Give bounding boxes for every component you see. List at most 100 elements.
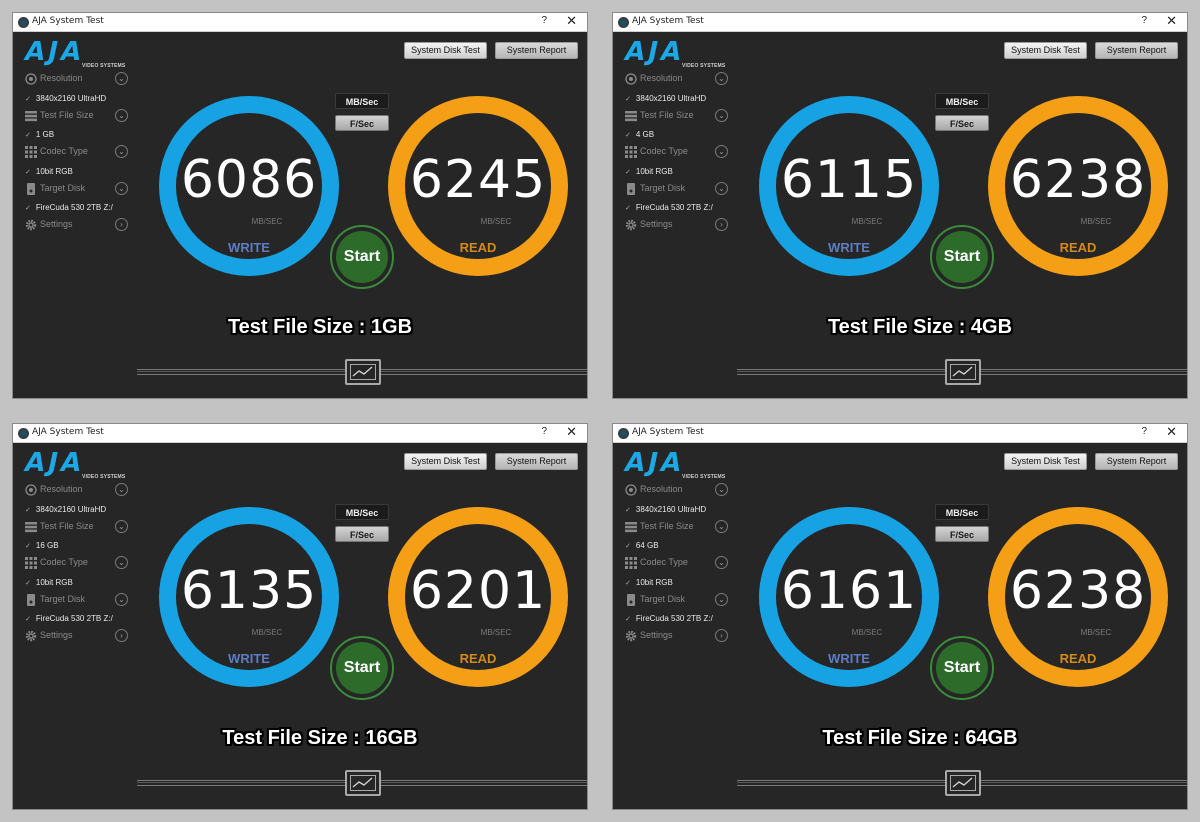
write-label: WRITE [228, 240, 270, 255]
sidebar-item-target-disk[interactable]: Target Disk ⌄ [625, 592, 730, 608]
chevron-down-icon[interactable]: ⌄ [115, 556, 128, 569]
frames-per-sec-button[interactable]: F/Sec [935, 526, 989, 542]
mb-per-sec-button[interactable]: MB/Sec [335, 504, 389, 520]
graph-button[interactable] [945, 770, 981, 796]
write-speed-value: 6135 [180, 561, 318, 621]
sidebar-item-codec[interactable]: Codec Type ⌄ [25, 555, 130, 571]
sidebar-item-codec[interactable]: Codec Type ⌄ [625, 555, 730, 571]
chevron-down-icon[interactable]: ⌄ [715, 483, 728, 496]
test-file-size-caption: Test File Size : 16GB [222, 727, 418, 749]
help-button[interactable]: ? [541, 426, 547, 437]
mb-per-sec-button[interactable]: MB/Sec [335, 93, 389, 109]
aja-window: AJA System Test ? ✕ AJA VIDEO SYSTEMS Sy… [12, 12, 588, 399]
logo-text: AJA [21, 448, 88, 478]
help-button[interactable]: ? [541, 15, 547, 26]
frames-per-sec-button[interactable]: F/Sec [935, 115, 989, 131]
chevron-down-icon[interactable]: ⌄ [115, 483, 128, 496]
target-disk-value-text: FireCuda 530 2TB Z:/ [635, 203, 713, 212]
mb-per-sec-button[interactable]: MB/Sec [935, 93, 989, 109]
close-button[interactable]: ✕ [566, 13, 577, 28]
system-disk-test-button[interactable]: System Disk Test [404, 453, 487, 470]
sidebar-item-settings[interactable]: Settings › [625, 628, 730, 644]
mb-per-sec-button[interactable]: MB/Sec [935, 504, 989, 520]
check-icon: ✓ [25, 205, 31, 212]
logo-text: AJA [621, 37, 688, 67]
sidebar-item-file-size[interactable]: Test File Size ⌄ [25, 108, 130, 124]
chevron-right-icon[interactable]: › [715, 629, 728, 642]
sidebar-item-label: Codec Type [40, 557, 88, 567]
stack-icon [25, 111, 37, 122]
sidebar-item-resolution[interactable]: Resolution ⌄ [25, 482, 130, 498]
sidebar-item-label: Settings [40, 630, 73, 640]
frames-per-sec-button[interactable]: F/Sec [335, 115, 389, 131]
graph-button[interactable] [345, 770, 381, 796]
line-chart-icon [950, 775, 976, 791]
close-button[interactable]: ✕ [1166, 13, 1177, 28]
sidebar-item-settings[interactable]: Settings › [25, 217, 130, 233]
chevron-down-icon[interactable]: ⌄ [715, 556, 728, 569]
sidebar-item-file-size[interactable]: Test File Size ⌄ [25, 519, 130, 535]
sidebar-item-resolution[interactable]: Resolution ⌄ [625, 71, 730, 87]
sidebar-item-resolution[interactable]: Resolution ⌄ [25, 71, 130, 87]
codec-value-text: 10bit RGB [35, 167, 73, 176]
start-button[interactable]: Start [330, 225, 394, 289]
start-button[interactable]: Start [930, 225, 994, 289]
write-unit-label: MB/SEC [251, 628, 283, 637]
frames-per-sec-button[interactable]: F/Sec [335, 526, 389, 542]
write-unit-label: MB/SEC [851, 217, 883, 226]
system-disk-test-button[interactable]: System Disk Test [404, 42, 487, 59]
close-button[interactable]: ✕ [1166, 424, 1177, 439]
chevron-down-icon[interactable]: ⌄ [115, 72, 128, 85]
system-report-button[interactable]: System Report [1095, 453, 1178, 470]
sidebar-item-target-disk[interactable]: Target Disk ⌄ [625, 181, 730, 197]
sidebar-item-settings[interactable]: Settings › [25, 628, 130, 644]
chevron-down-icon[interactable]: ⌄ [715, 182, 728, 195]
chevron-right-icon[interactable]: › [715, 218, 728, 231]
file-size-value-text: 4 GB [635, 130, 655, 139]
chevron-down-icon[interactable]: ⌄ [115, 109, 128, 122]
close-button[interactable]: ✕ [566, 424, 577, 439]
chevron-down-icon[interactable]: ⌄ [715, 109, 728, 122]
system-disk-test-button[interactable]: System Disk Test [1004, 453, 1087, 470]
chevron-right-icon[interactable]: › [115, 629, 128, 642]
chevron-right-icon[interactable]: › [115, 218, 128, 231]
gear-icon [25, 219, 37, 231]
system-report-button[interactable]: System Report [495, 42, 578, 59]
codec-value: ✓ 10bit RGB [25, 167, 73, 176]
sidebar-item-target-disk[interactable]: Target Disk ⌄ [25, 181, 130, 197]
help-button[interactable]: ? [1141, 15, 1147, 26]
start-button[interactable]: Start [330, 636, 394, 700]
chevron-down-icon[interactable]: ⌄ [715, 72, 728, 85]
sidebar-item-target-disk[interactable]: Target Disk ⌄ [25, 592, 130, 608]
sidebar-item-file-size[interactable]: Test File Size ⌄ [625, 519, 730, 535]
system-report-button[interactable]: System Report [495, 453, 578, 470]
graph-button[interactable] [945, 359, 981, 385]
sidebar-item-file-size[interactable]: Test File Size ⌄ [625, 108, 730, 124]
start-button-label: Start [336, 231, 388, 283]
chevron-down-icon[interactable]: ⌄ [115, 593, 128, 606]
logo-text: AJA [21, 37, 88, 67]
chevron-down-icon[interactable]: ⌄ [715, 520, 728, 533]
sidebar-item-resolution[interactable]: Resolution ⌄ [625, 482, 730, 498]
file-size-value-text: 1 GB [35, 130, 55, 139]
system-report-button[interactable]: System Report [1095, 42, 1178, 59]
start-button[interactable]: Start [930, 636, 994, 700]
write-gauge: 6115 MB/SEC WRITE [759, 96, 939, 276]
graph-button[interactable] [345, 359, 381, 385]
sidebar-item-settings[interactable]: Settings › [625, 217, 730, 233]
help-button[interactable]: ? [1141, 426, 1147, 437]
target-disk-value-text: FireCuda 530 2TB Z:/ [635, 614, 713, 623]
file-size-value: ✓ 4 GB [625, 130, 654, 139]
chevron-down-icon[interactable]: ⌄ [115, 520, 128, 533]
check-icon: ✓ [625, 132, 631, 139]
sidebar-item-codec[interactable]: Codec Type ⌄ [625, 144, 730, 160]
system-disk-test-button[interactable]: System Disk Test [1004, 42, 1087, 59]
file-size-value: ✓ 1 GB [25, 130, 54, 139]
chevron-down-icon[interactable]: ⌄ [115, 182, 128, 195]
chevron-down-icon[interactable]: ⌄ [715, 593, 728, 606]
chevron-down-icon[interactable]: ⌄ [115, 145, 128, 158]
resolution-value: ✓ 3840x2160 UltraHD [25, 94, 106, 103]
chevron-down-icon[interactable]: ⌄ [715, 145, 728, 158]
write-unit-label: MB/SEC [251, 217, 283, 226]
sidebar-item-codec[interactable]: Codec Type ⌄ [25, 144, 130, 160]
